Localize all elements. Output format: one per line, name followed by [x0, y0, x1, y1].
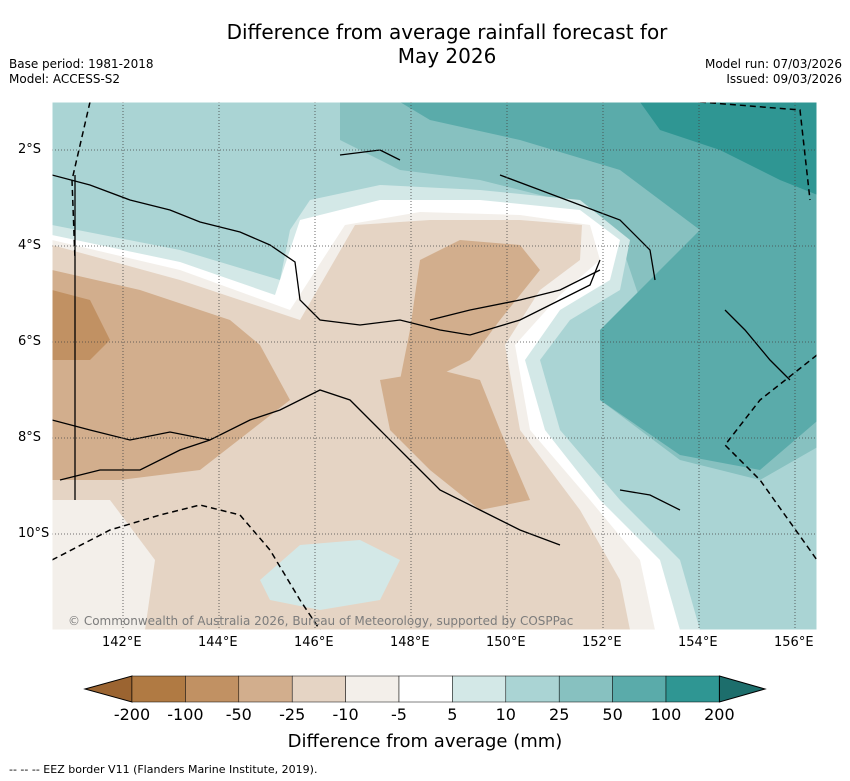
colorbar-label: 50	[602, 705, 623, 724]
field-minus50-minus25-south	[380, 370, 530, 510]
coastlines	[52, 149, 791, 546]
colorbar-segment	[238, 675, 293, 703]
field-minus100-minus50	[52, 290, 110, 360]
lon-label: 156°E	[774, 635, 814, 650]
issued-date: Issued: 09/03/2026	[726, 72, 842, 86]
colorbar-label: -10	[332, 705, 359, 724]
colorbar-label: 25	[549, 705, 570, 724]
lat-label: 6°S	[18, 334, 42, 349]
colorbar-title: Difference from average (mm)	[287, 731, 563, 752]
colorbar-label: 200	[704, 705, 735, 724]
field-50-100	[400, 102, 817, 470]
png-north-coast	[52, 174, 601, 336]
colorbar-label: -25	[279, 705, 306, 724]
lat-label: 10°S	[18, 526, 50, 541]
field-minus50-minus25	[52, 270, 290, 480]
lon-label: 154°E	[678, 635, 718, 650]
lon-label: 152°E	[582, 635, 622, 650]
copyright-text: © Commonwealth of Australia 2026, Bureau…	[68, 614, 574, 628]
colorbar-segment	[612, 675, 667, 703]
d-entrecasteaux	[619, 489, 681, 511]
eez-east	[724, 354, 817, 561]
gridlines	[52, 102, 817, 630]
colorbar-arrow-left	[83, 675, 133, 703]
colorbar-label: -200	[113, 705, 151, 724]
colorbar-segment	[398, 675, 453, 703]
colorbar-segment	[665, 675, 720, 703]
colorbar-segment	[185, 675, 240, 703]
rainfall-fields	[52, 102, 817, 630]
eez-footnote: -- -- -- EEZ border V11 (Flanders Marine…	[9, 763, 318, 776]
new-ireland	[499, 174, 656, 281]
colorbar-label: -50	[225, 705, 252, 724]
meta-left: Base period: 1981-2018 Model: ACCESS-S2	[9, 57, 154, 87]
model-name: Model: ACCESS-S2	[9, 72, 121, 86]
eez-south	[52, 504, 321, 630]
colorbar-segment	[345, 675, 400, 703]
fly-delta	[59, 439, 211, 481]
field-100-200	[640, 102, 817, 195]
colorbar-label: 10	[495, 705, 516, 724]
colorbar-label: 100	[650, 705, 682, 724]
eez-northeast	[699, 102, 811, 201]
lon-label: 148°E	[390, 635, 430, 650]
colorbar-segment	[452, 675, 507, 703]
map-frame	[51, 101, 818, 631]
colorbar-segment	[131, 675, 186, 703]
model-run: Model run: 07/03/2026	[704, 57, 842, 71]
colorbar-label: -5	[391, 705, 407, 724]
new-britain	[429, 269, 601, 321]
title-line1: Difference from average rainfall forecas…	[226, 20, 668, 44]
colorbar-label: -100	[167, 705, 204, 724]
lon-label: 150°E	[486, 635, 526, 650]
map-title: Difference from average rainfall forecas…	[0, 20, 850, 68]
colorbar-segment	[505, 675, 560, 703]
colorbar-segment	[558, 675, 613, 703]
colorbar-arrow-right	[718, 675, 767, 703]
eez-borders	[52, 102, 817, 630]
eez-west	[71, 102, 91, 261]
lat-label: 4°S	[18, 238, 42, 253]
colorbar	[83, 675, 767, 703]
bougainville	[724, 309, 791, 381]
lon-label: 146°E	[294, 635, 334, 650]
colorbar-label: 5	[447, 705, 458, 724]
lat-label: 2°S	[18, 142, 42, 157]
colorbar-segment	[291, 675, 346, 703]
lat-label: 8°S	[18, 430, 42, 445]
title-line2: May 2026	[397, 44, 497, 68]
base-period: Base period: 1981-2018	[9, 57, 154, 71]
lon-label: 144°E	[198, 635, 238, 650]
lon-label: 142°E	[102, 635, 142, 650]
meta-right: Model run: 07/03/2026 Issued: 09/03/2026	[705, 57, 842, 87]
png-south-coast	[52, 389, 561, 546]
